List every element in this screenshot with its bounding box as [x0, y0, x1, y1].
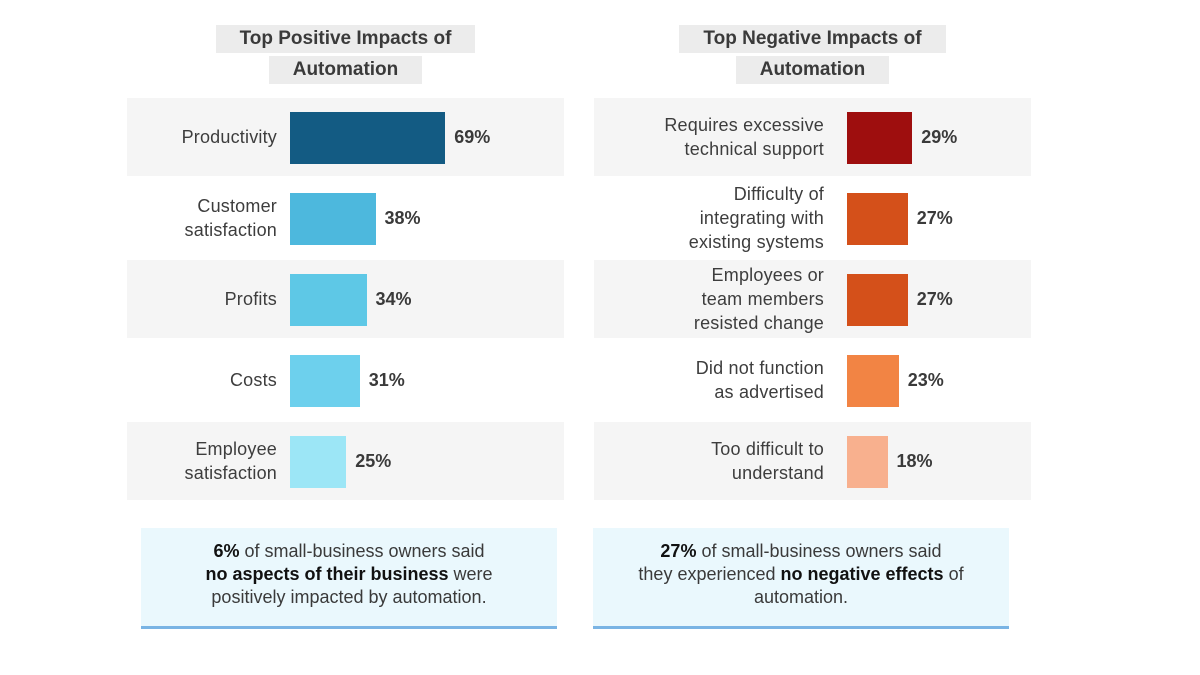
category-label-line: Did not function [695, 358, 824, 378]
value-label: 27% [916, 208, 953, 228]
bar [847, 112, 913, 164]
value-label: 38% [384, 208, 421, 228]
chart-title-line-1: Top Positive Impacts of [215, 25, 476, 53]
note-line-1: 27% of small-business owners said [593, 540, 1009, 563]
note-emphasis: no negative effects [780, 564, 944, 584]
category-label-line: Customer [197, 196, 277, 216]
note-text: were [448, 564, 493, 584]
category-label-line: satisfaction [184, 463, 277, 483]
category-label-line: Employee [195, 439, 277, 459]
bar [847, 274, 908, 326]
note-emphasis: no aspects of their business [205, 564, 449, 584]
bar-row: Profits 34% [127, 260, 564, 338]
bar-row: Employee satisfaction 25% [127, 422, 564, 500]
category-label-line: Difficulty of [733, 184, 824, 204]
value-label: 29% [921, 127, 958, 147]
category-label-line: Requires excessive [664, 115, 824, 135]
category-label: Difficulty of integrating with existing sy… [594, 179, 824, 257]
bar-row: Employees or team members resisted change 2… [594, 260, 1031, 338]
bar [290, 274, 367, 326]
bar-rows: Requires excessive technical support 29% Di… [594, 98, 1031, 503]
category-label-line: Profits [224, 289, 277, 309]
bar-row: Productivity 69% [127, 98, 564, 176]
bar-rows: Productivity 69% Customer satisfaction 38% Pr… [127, 98, 564, 503]
note-text: of [943, 564, 964, 584]
category-label-line: Employees or [711, 265, 824, 285]
value-label: 23% [907, 370, 944, 390]
negative-note: 27% of small-business owners said they e… [593, 528, 1009, 629]
value-label: 31% [368, 370, 405, 390]
category-label: Profits [107, 260, 277, 338]
note-text: of small-business owners said [239, 541, 485, 561]
note-line-3: positively impacted by automation. [211, 587, 487, 607]
bar-row: Too difficult to understand 18% [594, 422, 1031, 500]
category-label-line: integrating with [699, 208, 824, 228]
positive-note: 6% of small-business owners said no aspe… [141, 528, 557, 629]
bar [290, 436, 347, 488]
category-label: Customer satisfaction [107, 179, 277, 257]
bar-row: Requires excessive technical support 29% [594, 98, 1031, 176]
category-label-line: understand [731, 463, 824, 483]
category-label: Too difficult to understand [594, 422, 824, 500]
bar [847, 355, 899, 407]
chart-title: Top Negative Impacts of Automation [594, 25, 1031, 84]
value-label: 25% [355, 451, 392, 471]
category-label: Employee satisfaction [107, 422, 277, 500]
bar [847, 193, 908, 245]
category-label-line: Productivity [181, 127, 277, 147]
category-label: Did not function as advertised [594, 341, 824, 419]
category-label-line: Too difficult to [711, 439, 824, 459]
bar [290, 193, 376, 245]
bar [847, 436, 888, 488]
note-stat: 6% [213, 541, 240, 561]
category-label: Productivity [107, 98, 277, 176]
category-label: Employees or team members resisted change [594, 260, 824, 338]
value-label: 69% [454, 127, 491, 147]
bar-row: Difficulty of integrating with existing sy… [594, 179, 1031, 257]
value-label: 27% [916, 289, 953, 309]
category-label-line: Costs [229, 370, 277, 390]
note-stat: 27% [660, 541, 697, 561]
chart-title: Top Positive Impacts of Automation [127, 25, 564, 84]
note-line-2: they experienced no negative effects of [593, 563, 1009, 586]
category-label-line: satisfaction [184, 220, 277, 240]
chart-title-line-2: Automation [268, 56, 423, 84]
category-label-line: resisted change [693, 313, 824, 333]
category-label: Requires excessive technical support [594, 98, 824, 176]
note-line-2: no aspects of their business were [141, 563, 557, 586]
chart-title-line-1: Top Negative Impacts of [679, 25, 946, 53]
bar [290, 355, 360, 407]
category-label-line: as advertised [714, 382, 824, 402]
chart-title-line-2: Automation [735, 56, 890, 84]
category-label: Costs [107, 341, 277, 419]
value-label: 34% [375, 289, 412, 309]
category-label-line: technical support [684, 139, 824, 159]
note-text: of small-business owners said [696, 541, 942, 561]
value-label: 18% [896, 451, 933, 471]
bar-row: Did not function as advertised 23% [594, 341, 1031, 419]
note-text: they experienced [638, 564, 781, 584]
bar-row: Costs 31% [127, 341, 564, 419]
category-label-line: team members [701, 289, 824, 309]
bar-row: Customer satisfaction 38% [127, 179, 564, 257]
category-label-line: existing systems [688, 232, 824, 252]
bar [290, 112, 446, 164]
note-line-3: automation. [753, 587, 849, 607]
note-line-1: 6% of small-business owners said [141, 540, 557, 563]
